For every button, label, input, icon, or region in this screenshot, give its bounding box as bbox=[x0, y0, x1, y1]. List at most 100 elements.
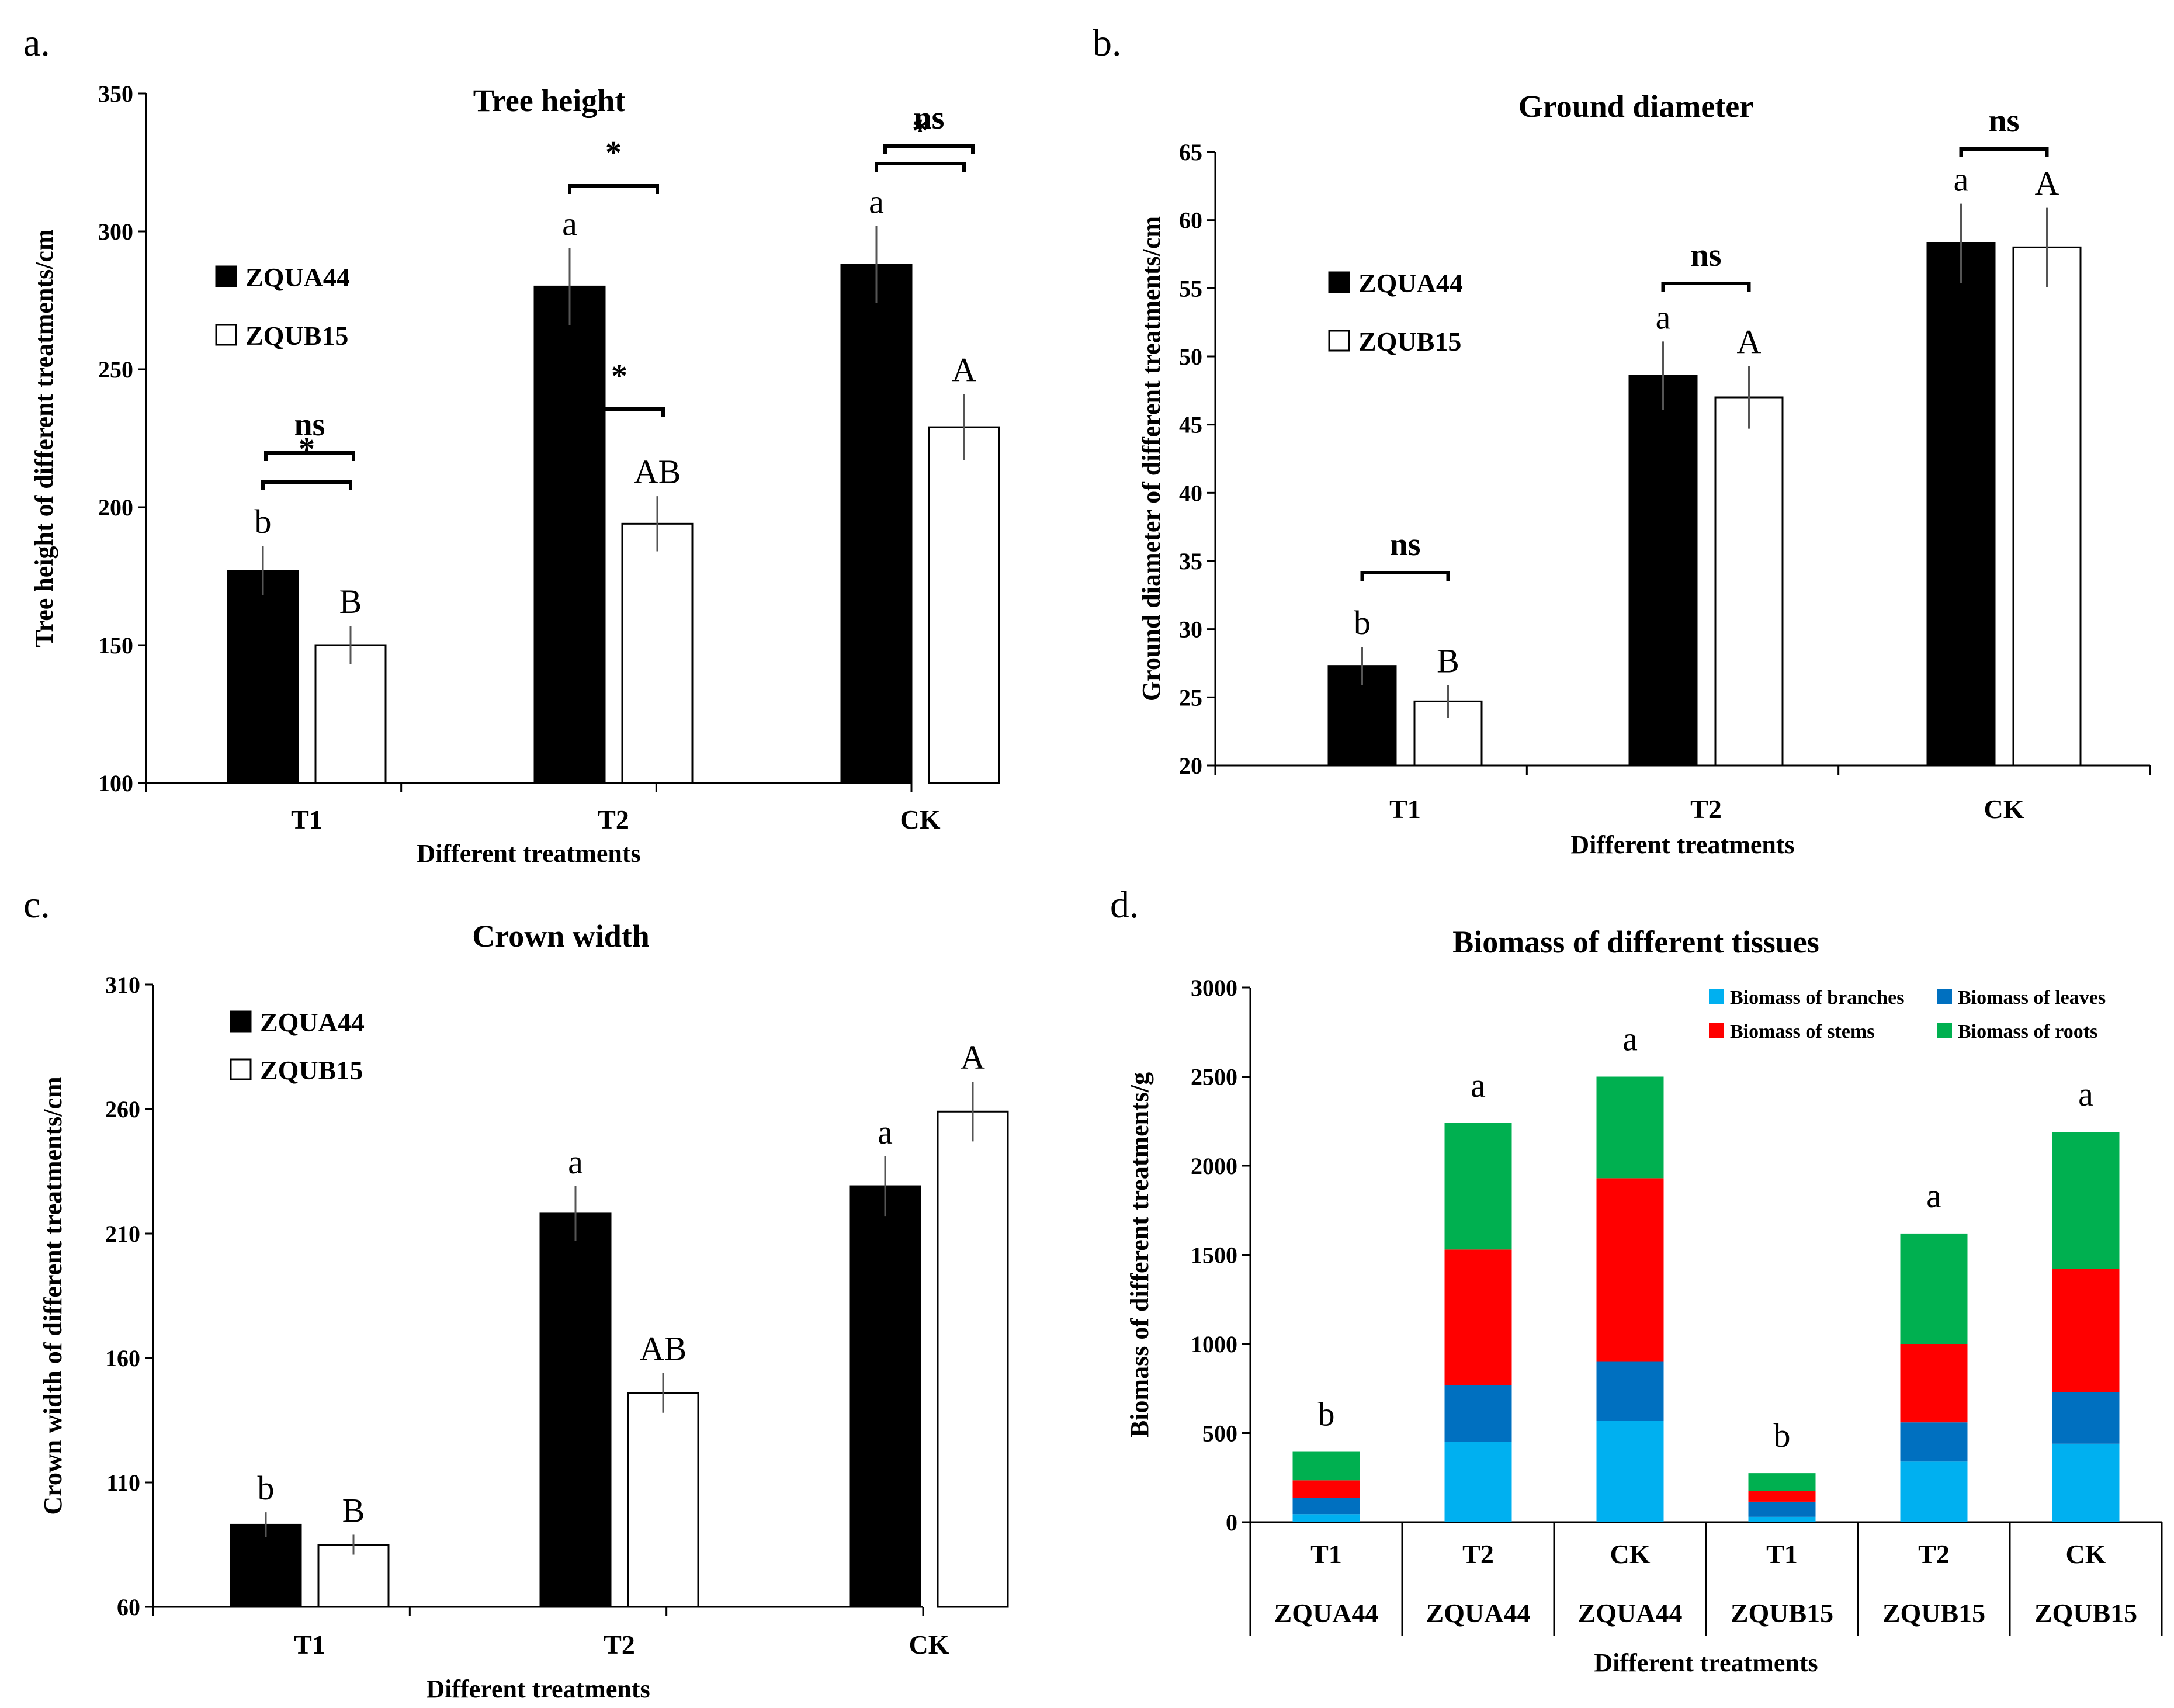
stacked-segment-biomass-of-roots bbox=[1748, 1473, 1816, 1491]
x-category-label: T1 bbox=[291, 805, 323, 834]
significance-letter: a bbox=[2078, 1075, 2093, 1113]
stacked-segment-biomass-of-stems bbox=[1444, 1249, 1512, 1385]
legend-label: ZQUB15 bbox=[260, 1055, 363, 1085]
stacked-segment-biomass-of-leaves bbox=[1444, 1385, 1512, 1442]
stacked-segment-biomass-of-stems bbox=[1748, 1491, 1816, 1502]
stacked-segment-biomass-of-branches bbox=[1292, 1514, 1360, 1522]
y-tick-label: 2000 bbox=[1191, 1153, 1237, 1179]
y-tick-label: 1000 bbox=[1191, 1331, 1237, 1357]
y-tick-label: 350 bbox=[98, 81, 133, 107]
panel-label: a. bbox=[23, 22, 50, 64]
bar-zqua44-t1 bbox=[227, 570, 299, 784]
stacked-segment-biomass-of-stems bbox=[1596, 1178, 1664, 1362]
legend-swatch bbox=[1328, 330, 1350, 352]
legend-label: ZQUA44 bbox=[245, 262, 350, 292]
legend-swatch bbox=[1937, 1023, 1952, 1038]
stacked-segment-biomass-of-branches bbox=[1900, 1461, 1968, 1522]
legend-swatch bbox=[1328, 271, 1350, 293]
y-tick-label: 60 bbox=[117, 1594, 140, 1620]
panel-a-tree-height: a. Tree height 100 150 200 250 300 350 Tree heig… bbox=[23, 22, 1000, 868]
x-category-label: T1 bbox=[1389, 794, 1421, 824]
comparison-label: * bbox=[611, 358, 627, 394]
bar-zqub15-ck bbox=[937, 1110, 1009, 1608]
x-category-label: CK bbox=[909, 1630, 949, 1660]
legend-label: Biomass of branches bbox=[1730, 987, 1904, 1009]
chart-title: Tree height bbox=[473, 83, 625, 118]
comparison-label: * bbox=[912, 113, 928, 149]
legend-swatch bbox=[1709, 1023, 1724, 1038]
legend-swatch bbox=[215, 324, 237, 346]
y-tick-label: 2500 bbox=[1191, 1064, 1237, 1090]
comparison-label: ns bbox=[1989, 103, 2020, 139]
stacked-segment-biomass-of-branches bbox=[2052, 1443, 2120, 1522]
legend-swatch bbox=[230, 1010, 252, 1033]
y-axis-label: Biomass of different treatments/g bbox=[1125, 1072, 1154, 1437]
y-tick-label: 160 bbox=[105, 1345, 140, 1371]
bar-zqua44-t2 bbox=[1628, 375, 1698, 767]
comparison-bracket bbox=[1360, 571, 1450, 581]
y-tick-label: 0 bbox=[1226, 1509, 1237, 1536]
x-category-label: CK bbox=[2066, 1539, 2106, 1569]
stacked-segment-biomass-of-branches bbox=[1444, 1442, 1512, 1522]
x-category-label: T2 bbox=[1918, 1539, 1950, 1569]
legend-label: ZQUA44 bbox=[260, 1007, 365, 1037]
stacked-segment-biomass-of-roots bbox=[1292, 1451, 1360, 1481]
y-tick-label: 30 bbox=[1179, 616, 1202, 643]
bar-zqua44-ck bbox=[849, 1185, 921, 1608]
significance-letter: B bbox=[339, 583, 362, 621]
x-group-label: ZQUA44 bbox=[1578, 1598, 1683, 1628]
significance-letter: B bbox=[1437, 642, 1459, 680]
legend-label: ZQUA44 bbox=[1358, 268, 1463, 298]
x-category-label: T1 bbox=[1310, 1539, 1342, 1569]
significance-letter: b bbox=[258, 1469, 275, 1507]
stacked-segment-biomass-of-roots bbox=[2052, 1132, 2120, 1269]
y-tick-label: 250 bbox=[98, 356, 133, 383]
legend-label: Biomass of stems bbox=[1730, 1021, 1874, 1042]
bar-zqua44-t2 bbox=[539, 1212, 612, 1608]
significance-letter: a bbox=[1954, 161, 1969, 199]
stacked-segment-biomass-of-roots bbox=[1900, 1233, 1968, 1344]
stacked-segment-biomass-of-roots bbox=[1444, 1123, 1512, 1250]
y-axis-label: Tree height of different treatments/cm bbox=[30, 229, 58, 647]
y-axis-label: Crown width of different treatments/cm bbox=[39, 1076, 67, 1515]
x-category-label: CK bbox=[1984, 794, 2024, 824]
x-group-label: ZQUB15 bbox=[1882, 1598, 1985, 1628]
comparison-bracket bbox=[875, 162, 966, 172]
x-group-label: ZQUA44 bbox=[1426, 1598, 1531, 1628]
y-tick-label: 150 bbox=[98, 632, 133, 659]
comparison-label: ns bbox=[1691, 237, 1722, 273]
x-category-label: CK bbox=[900, 805, 941, 834]
significance-letter: a bbox=[869, 183, 884, 221]
significance-letter: A bbox=[961, 1038, 985, 1076]
significance-letter: a bbox=[1926, 1177, 1941, 1215]
panel-c-crown-width: c. Crown width 60 110 160 210 260 310 Crown widt… bbox=[23, 100, 1009, 1703]
significance-letter: a bbox=[1622, 1020, 1638, 1058]
x-axis-label: Different treatments bbox=[417, 839, 640, 868]
y-tick-label: 35 bbox=[1179, 548, 1202, 574]
significance-letter: A bbox=[1737, 323, 1762, 361]
y-tick-label: 110 bbox=[106, 1470, 140, 1496]
x-category-label: CK bbox=[1610, 1539, 1651, 1569]
x-axis-label: Different treatments bbox=[1594, 1648, 1818, 1677]
panel-label: d. bbox=[1110, 884, 1139, 926]
chart-title: Ground diameter bbox=[1518, 89, 1754, 124]
panel-b-ground-diameter: b. Ground diameter 20 25 30 35 40 45 50 55 60 65 Gro… bbox=[1093, 22, 2151, 859]
bar-zqua44-ck bbox=[1926, 242, 1996, 767]
significance-letter: a bbox=[1471, 1066, 1486, 1104]
chart-title: Crown width bbox=[472, 919, 650, 954]
comparison-bracket bbox=[574, 407, 665, 417]
panel-label: c. bbox=[23, 884, 50, 926]
comparison-label: * bbox=[605, 135, 622, 171]
significance-letter: AB bbox=[640, 1330, 687, 1368]
significance-letter: b bbox=[1354, 604, 1371, 642]
x-category-label: T2 bbox=[1462, 1539, 1494, 1569]
legend-swatch bbox=[1937, 989, 1952, 1004]
bar-zqub15-t2 bbox=[621, 522, 694, 784]
significance-letter: a bbox=[568, 1143, 583, 1181]
legend-swatch bbox=[230, 1058, 252, 1080]
x-group-label: ZQUB15 bbox=[1731, 1598, 1833, 1628]
legend-label: Biomass of roots bbox=[1958, 1021, 2097, 1042]
y-tick-label: 40 bbox=[1179, 480, 1202, 506]
stacked-segment-biomass-of-leaves bbox=[1596, 1361, 1664, 1421]
legend-label: ZQUB15 bbox=[245, 321, 348, 351]
